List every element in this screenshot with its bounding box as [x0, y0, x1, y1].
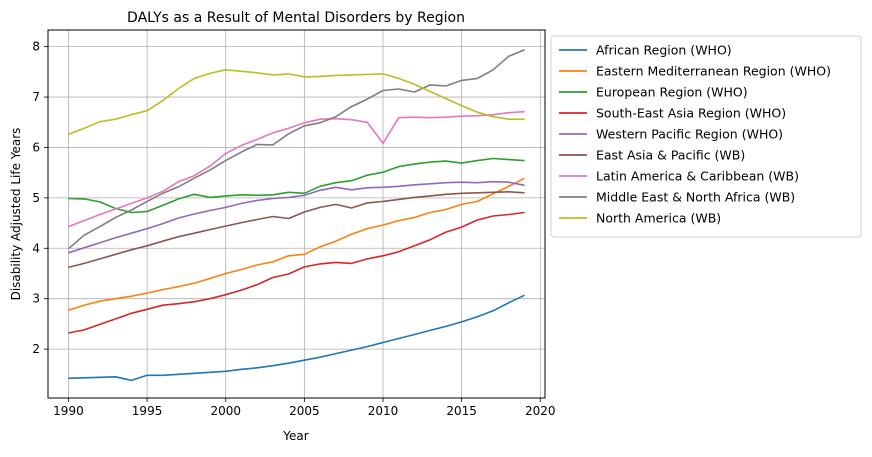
plot-frame [47, 29, 546, 399]
y-tick-label: 6 [32, 140, 40, 154]
y-axis-label: Disability Adjusted Life Years [9, 128, 23, 301]
legend-label: Eastern Mediterranean Region (WHO) [596, 64, 831, 79]
legend-label: East Asia & Pacific (WB) [596, 148, 745, 163]
series-line-5 [68, 191, 525, 269]
axis-ticks: 1990 1995 2000 2005 2010 2015 2020 2 3 4 5 6 7 8 [32, 40, 555, 418]
grid [48, 30, 545, 398]
legend-label: African Region (WHO) [596, 43, 732, 58]
legend-label: Western Pacific Region (WHO) [596, 127, 783, 142]
legend-label: Middle East & North Africa (WB) [596, 190, 795, 205]
legend-frame [550, 35, 862, 238]
y-tick-label: 5 [32, 191, 40, 205]
x-tick-label: 2015 [446, 404, 477, 418]
x-tick-label: 1990 [53, 404, 84, 418]
y-tick-label: 4 [32, 241, 40, 255]
legend: African Region (WHO) Eastern Mediterranea… [550, 35, 862, 238]
legend-label: Latin America & Caribbean (WB) [596, 169, 799, 184]
legend-label: South-East Asia Region (WHO) [596, 106, 786, 121]
y-tick-label: 2 [32, 342, 40, 356]
x-tick-label: 2020 [525, 404, 556, 418]
series-line-1 [68, 177, 525, 312]
series-line-0 [68, 294, 525, 382]
legend-label: North America (WB) [596, 211, 721, 226]
x-tick-label: 1995 [132, 404, 163, 418]
series-line-4 [68, 180, 525, 254]
x-tick-label: 2005 [289, 404, 320, 418]
series-lines [67, 48, 525, 382]
series-line-8 [68, 69, 525, 136]
series-line-6 [68, 110, 525, 228]
series-line-7 [67, 48, 525, 250]
x-tick-label: 2000 [210, 404, 241, 418]
x-axis-label: Year [282, 429, 308, 443]
series-line-3 [68, 211, 525, 334]
y-tick-label: 7 [32, 90, 40, 104]
chart-title: DALYs as a Result of Mental Disorders by… [127, 10, 465, 26]
y-tick-label: 3 [32, 292, 40, 306]
legend-label: European Region (WHO) [596, 85, 748, 100]
series-line-2 [68, 157, 525, 214]
y-tick-label: 8 [32, 40, 40, 54]
x-tick-label: 2010 [368, 404, 399, 418]
